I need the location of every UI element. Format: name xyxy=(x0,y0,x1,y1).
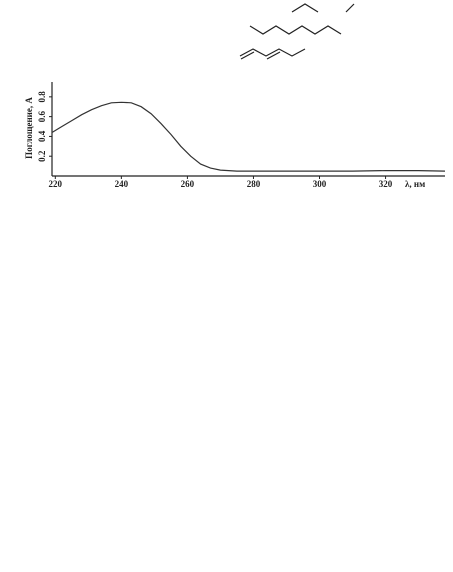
x-tick-label: 300 xyxy=(313,179,327,189)
double-bond xyxy=(240,51,255,60)
x-tick-label: 220 xyxy=(49,179,63,189)
x-tick-label: 260 xyxy=(181,179,195,189)
molecule-diene xyxy=(239,48,306,57)
y-tick-label: 0.4 xyxy=(37,130,47,142)
molecule-fragment xyxy=(345,3,355,13)
molecule-alkane xyxy=(249,25,342,35)
double-bond xyxy=(266,51,281,60)
x-axis-label: λ, нм xyxy=(405,179,425,189)
y-tick-label: 0.2 xyxy=(37,150,47,162)
y-axis-label: Поглощение, А xyxy=(24,97,34,159)
molecule-structures xyxy=(239,3,355,60)
x-tick-label: 320 xyxy=(379,179,393,189)
x-tick-label: 240 xyxy=(115,179,129,189)
y-tick-label: 0.8 xyxy=(37,91,47,103)
x-tick-label: 280 xyxy=(247,179,261,189)
spectrum-line xyxy=(51,101,446,172)
y-tick-label: 0.6 xyxy=(37,111,47,123)
molecule-fragment xyxy=(291,3,319,13)
